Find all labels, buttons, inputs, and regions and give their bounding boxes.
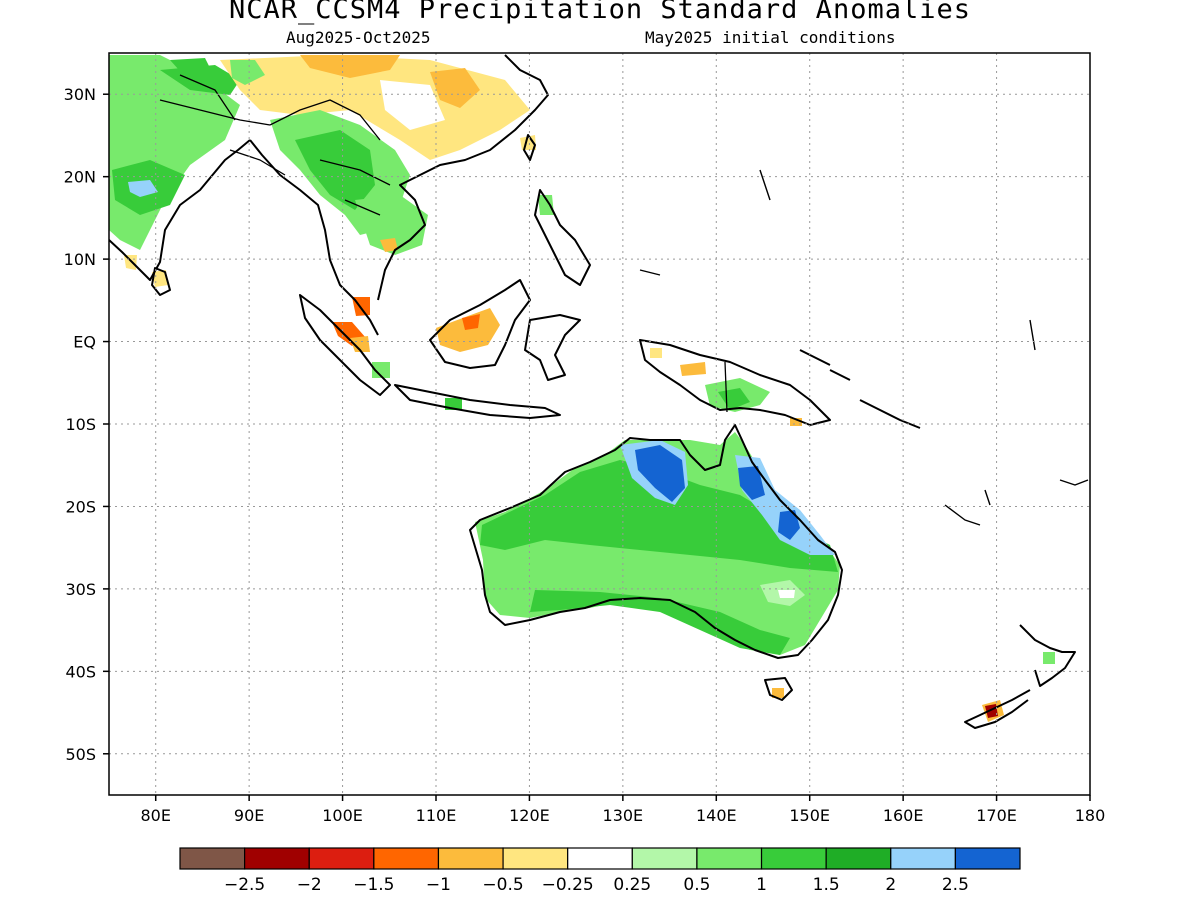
china-neutral bbox=[380, 80, 445, 130]
philippines-wet bbox=[538, 195, 554, 215]
australia-pale-band bbox=[530, 560, 820, 605]
indochina-wet-core bbox=[295, 130, 375, 210]
colorbar-label: −1.5 bbox=[353, 875, 394, 895]
sumatra-coast bbox=[299, 294, 391, 396]
colorbar-label: 1 bbox=[756, 875, 767, 895]
colorbar-swatch bbox=[502, 847, 569, 870]
lon-tick-label: 180 bbox=[1075, 806, 1106, 825]
colorbar-swatch bbox=[631, 847, 698, 870]
colorbar-swatch bbox=[308, 847, 375, 870]
lon-tick-label: 140E bbox=[696, 806, 737, 825]
colorbar: −2.5 −2 −1.5 −1 −0.5 −0.25 0.25 0.5 1 1.5 2 2.5 bbox=[179, 847, 1021, 895]
australia-coast bbox=[469, 424, 843, 659]
colorbar-swatch bbox=[179, 847, 246, 870]
tasmania-dry bbox=[772, 688, 784, 698]
colorbar-label: −1 bbox=[426, 875, 451, 895]
lon-tick-label: 120E bbox=[509, 806, 550, 825]
lat-tick-label: 10S bbox=[65, 415, 96, 434]
nz-south-coast bbox=[964, 689, 1031, 729]
colorbar-swatch bbox=[954, 847, 1021, 870]
forecast-period: Aug2025-Oct2025 bbox=[286, 28, 431, 47]
lon-tick-label: 90E bbox=[234, 806, 264, 825]
philippines-coast bbox=[534, 189, 591, 286]
colorbar-swatch bbox=[373, 847, 440, 870]
new-guinea-dry bbox=[680, 362, 706, 376]
map-frame bbox=[108, 52, 1091, 796]
lon-tick-label: 110E bbox=[416, 806, 457, 825]
lon-tick-label: 80E bbox=[140, 806, 170, 825]
colorbar-label: −2.5 bbox=[224, 875, 265, 895]
india-coast bbox=[109, 139, 251, 281]
china-dry-core bbox=[300, 55, 400, 78]
colorbar-swatch bbox=[567, 847, 633, 870]
lat-tick-label: 40S bbox=[65, 662, 96, 681]
nz-north-coast bbox=[1019, 624, 1076, 687]
borders-asia bbox=[159, 74, 391, 216]
colorbar-swatch bbox=[890, 847, 956, 870]
lat-tick-label: EQ bbox=[73, 333, 96, 352]
colorbar-label: −0.25 bbox=[542, 875, 594, 895]
australia-wet-south bbox=[530, 590, 790, 655]
himalaya-wet bbox=[160, 65, 240, 95]
colorbar-label: 2.5 bbox=[942, 875, 969, 895]
queensland-wet-core bbox=[738, 466, 765, 500]
lon-tick-label: 170E bbox=[976, 806, 1017, 825]
borneo-dry bbox=[436, 308, 500, 352]
lat-tick-label: 50S bbox=[65, 745, 96, 764]
new-guinea-dry-2 bbox=[650, 348, 662, 358]
sumatra-dry-rim bbox=[350, 336, 370, 352]
indochina-dry-spot bbox=[380, 238, 398, 252]
coastlines bbox=[109, 54, 1089, 729]
lat-tick-label: 30S bbox=[65, 580, 96, 599]
pacific-islands bbox=[639, 169, 1089, 526]
java-coast bbox=[394, 384, 561, 419]
sri-lanka-coast bbox=[151, 267, 171, 296]
lon-tick-label: 160E bbox=[883, 806, 924, 825]
axis-ticks: 30N 20N 10N EQ 10S 20S 30S 40S 50S 80E 90E 100E 110E… bbox=[64, 85, 1106, 825]
colorbar-swatch bbox=[760, 847, 827, 870]
chart-title: NCAR_CCSM4 Precipitation Standard Anomal… bbox=[229, 0, 971, 25]
borneo-coast bbox=[429, 279, 531, 369]
china-west-wet-2 bbox=[170, 58, 212, 80]
china-west-wet bbox=[230, 60, 265, 85]
colorbar-swatch bbox=[825, 847, 892, 870]
taiwan-coast bbox=[523, 134, 536, 161]
china-dry-east bbox=[430, 68, 480, 108]
tasmania-coast bbox=[764, 677, 793, 701]
lon-tick-label: 130E bbox=[603, 806, 644, 825]
australia-neutral-spot bbox=[778, 590, 795, 598]
lat-tick-label: 10N bbox=[64, 250, 96, 269]
new-guinea-coast bbox=[639, 339, 831, 426]
australia-wet-band bbox=[480, 460, 838, 572]
north-australia-wet-core bbox=[635, 445, 685, 502]
colorbar-label: 0.5 bbox=[683, 875, 710, 895]
colorbar-swatch bbox=[437, 847, 504, 870]
lat-lon-grid bbox=[109, 53, 1090, 795]
colorbar-label: 0.25 bbox=[613, 875, 651, 895]
initial-conditions: May2025 initial conditions bbox=[645, 28, 896, 47]
colorbar-label: −0.5 bbox=[482, 875, 523, 895]
colorbar-label: 2 bbox=[885, 875, 896, 895]
colorbar-label: 1.5 bbox=[813, 875, 840, 895]
colorbar-swatch bbox=[244, 847, 310, 870]
lat-tick-label: 30N bbox=[64, 85, 96, 104]
png-border bbox=[724, 361, 728, 413]
india-blue-spot bbox=[128, 180, 158, 197]
java-wet bbox=[372, 362, 390, 378]
lat-tick-label: 20N bbox=[64, 168, 96, 187]
lat-tick-label: 20S bbox=[65, 497, 96, 516]
sulawesi-coast bbox=[524, 314, 581, 381]
anomaly-fields bbox=[109, 55, 1055, 722]
colorbar-label: −2 bbox=[297, 875, 322, 895]
lon-tick-label: 150E bbox=[789, 806, 830, 825]
solomon-islands bbox=[799, 349, 921, 429]
queensland-wet-core-2 bbox=[778, 510, 800, 540]
borneo-dry-core bbox=[462, 314, 480, 330]
colorbar-swatch bbox=[696, 847, 763, 870]
nz-north-wet bbox=[1043, 652, 1055, 664]
lon-tick-label: 100E bbox=[322, 806, 363, 825]
